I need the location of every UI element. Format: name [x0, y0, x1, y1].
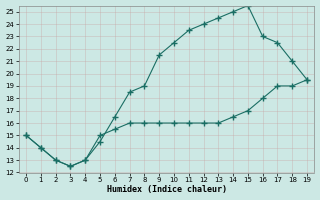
X-axis label: Humidex (Indice chaleur): Humidex (Indice chaleur) — [107, 185, 227, 194]
